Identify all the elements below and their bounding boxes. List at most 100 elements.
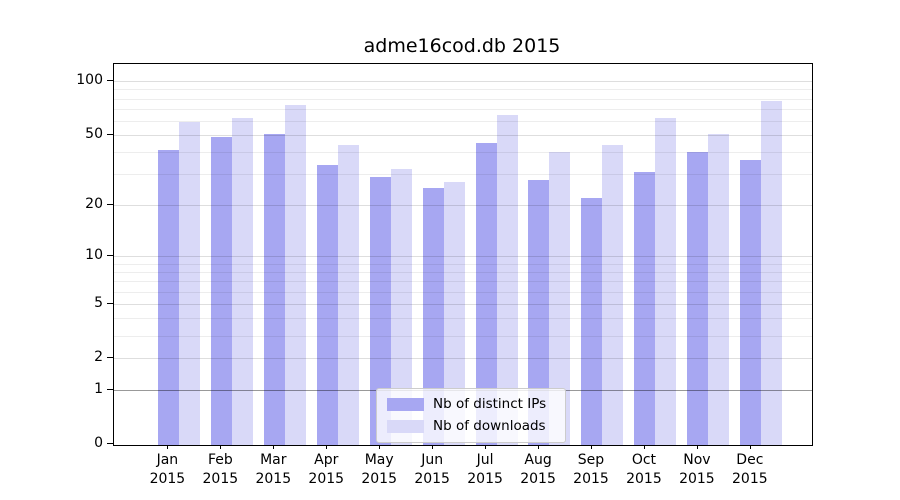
x-tick-oct [643, 445, 645, 449]
y-tick-20 [107, 204, 113, 206]
x-tick-year: 2015 [467, 471, 503, 487]
bar-jan-downloads [178, 122, 200, 445]
gridline-minor-60 [114, 120, 812, 122]
gridline-minor-6 [114, 291, 812, 293]
x-tick-label-apr: Apr 2015 [298, 451, 354, 489]
gridline-minor-80 [114, 98, 812, 100]
legend-swatch-downloads [387, 420, 424, 433]
x-tick-month: Sep [577, 452, 605, 468]
bar-feb-distinct-ips [210, 136, 232, 445]
x-tick-label-mar: Mar 2015 [245, 451, 301, 489]
x-tick-label-feb: Feb 2015 [192, 451, 248, 489]
y-tick-label-5: 5 [94, 294, 103, 311]
y-tick-label-2: 2 [94, 349, 103, 366]
y-tick-100 [107, 80, 113, 82]
x-tick-label-jan: Jan 2015 [139, 451, 195, 489]
y-tick-label-10: 10 [85, 246, 103, 263]
x-tick-nov [696, 445, 698, 449]
y-tick-label-0: 0 [94, 435, 103, 451]
x-tick-aug [538, 445, 540, 449]
x-tick-month: May [364, 452, 394, 468]
x-tick-label-jun: Jun 2015 [404, 451, 460, 489]
gridline-minor-8 [114, 271, 812, 273]
x-tick-year: 2015 [732, 471, 768, 487]
x-tick-jan [167, 445, 169, 449]
x-tick-jun [432, 445, 434, 449]
x-tick-year: 2015 [149, 471, 186, 487]
y-tick-0 [107, 443, 113, 444]
x-tick-month: Jun [421, 452, 444, 468]
gridline-5 [114, 303, 812, 305]
bar-oct-downloads [655, 118, 677, 445]
y-tick-label-1: 1 [94, 381, 103, 398]
x-tick-apr [326, 445, 328, 449]
y-tick-label-50: 50 [85, 126, 103, 143]
x-tick-feb [220, 445, 222, 449]
x-tick-year: 2015 [255, 471, 292, 487]
y-tick-1 [107, 389, 113, 391]
x-tick-may [379, 445, 381, 449]
bar-sep-downloads [602, 144, 624, 445]
x-tick-dec [749, 445, 751, 449]
x-tick-year: 2015 [679, 471, 715, 487]
gridline-100 [114, 81, 812, 83]
bar-mar-downloads [284, 104, 306, 445]
x-tick-month: Jan [156, 452, 179, 468]
gridline-minor-40 [114, 152, 812, 154]
bar-feb-downloads [231, 118, 253, 445]
legend-item-downloads: Nb of downloads [387, 418, 555, 435]
x-tick-month: Aug [524, 452, 552, 468]
bar-dec-downloads [761, 100, 783, 445]
gridline-minor-4 [114, 318, 812, 320]
bar-aug-distinct-ips [528, 179, 550, 445]
bar-sep-distinct-ips [581, 197, 603, 445]
x-tick-label-aug: Aug 2015 [510, 451, 566, 489]
x-tick-year: 2015 [520, 471, 556, 487]
x-tick-mar [273, 445, 275, 449]
x-tick-label-nov: Nov 2015 [669, 451, 725, 489]
gridline-minor-90 [114, 89, 812, 91]
x-tick-month: Apr [314, 452, 339, 468]
y-tick-5 [107, 302, 113, 304]
bar-may-distinct-ips [369, 176, 391, 445]
bar-dec-distinct-ips [740, 160, 762, 445]
bar-jul-distinct-ips [475, 143, 497, 445]
x-tick-label-oct: Oct 2015 [616, 451, 672, 489]
gridline-minor-3 [114, 335, 812, 337]
gridline-minor-9 [114, 263, 812, 265]
gridline-minor-7 [114, 281, 812, 283]
bar-aug-downloads [549, 152, 571, 445]
x-tick-month: Mar [260, 452, 287, 468]
gridline-20 [114, 205, 812, 207]
y-tick-label-100: 100 [76, 72, 103, 89]
y-tick-label-20: 20 [85, 196, 103, 213]
legend-label-distinct-ips: Nb of distinct IPs [433, 396, 547, 412]
gridline-10 [114, 255, 812, 257]
x-tick-jul [485, 445, 487, 449]
legend-item-distinct-ips: Nb of distinct IPs [387, 396, 555, 413]
x-tick-label-sep: Sep 2015 [563, 451, 619, 489]
x-tick-month: Nov [683, 452, 711, 468]
x-tick-month: Oct [631, 452, 657, 468]
x-tick-month: Dec [736, 452, 764, 468]
x-tick-year: 2015 [202, 471, 239, 487]
gridline-minor-30 [114, 174, 812, 176]
legend-label-downloads: Nb of downloads [433, 418, 546, 434]
bar-apr-downloads [337, 144, 359, 445]
x-tick-sep [591, 445, 592, 449]
legend-swatch-distinct-ips [387, 398, 424, 411]
x-tick-year: 2015 [626, 471, 662, 487]
x-tick-month: Jul [476, 452, 494, 468]
gridline-50 [114, 135, 812, 137]
x-tick-year: 2015 [361, 471, 397, 487]
y-tick-50 [107, 134, 113, 136]
bar-oct-distinct-ips [634, 171, 656, 445]
x-tick-month: Feb [207, 452, 233, 468]
y-tick-10 [107, 254, 113, 256]
bar-jan-distinct-ips [157, 150, 179, 445]
gridline-minor-70 [114, 109, 812, 110]
bar-nov-distinct-ips [687, 152, 709, 445]
bar-may-downloads [390, 169, 412, 445]
plot-area: Nb of distinct IPs Nb of downloads [113, 63, 813, 446]
